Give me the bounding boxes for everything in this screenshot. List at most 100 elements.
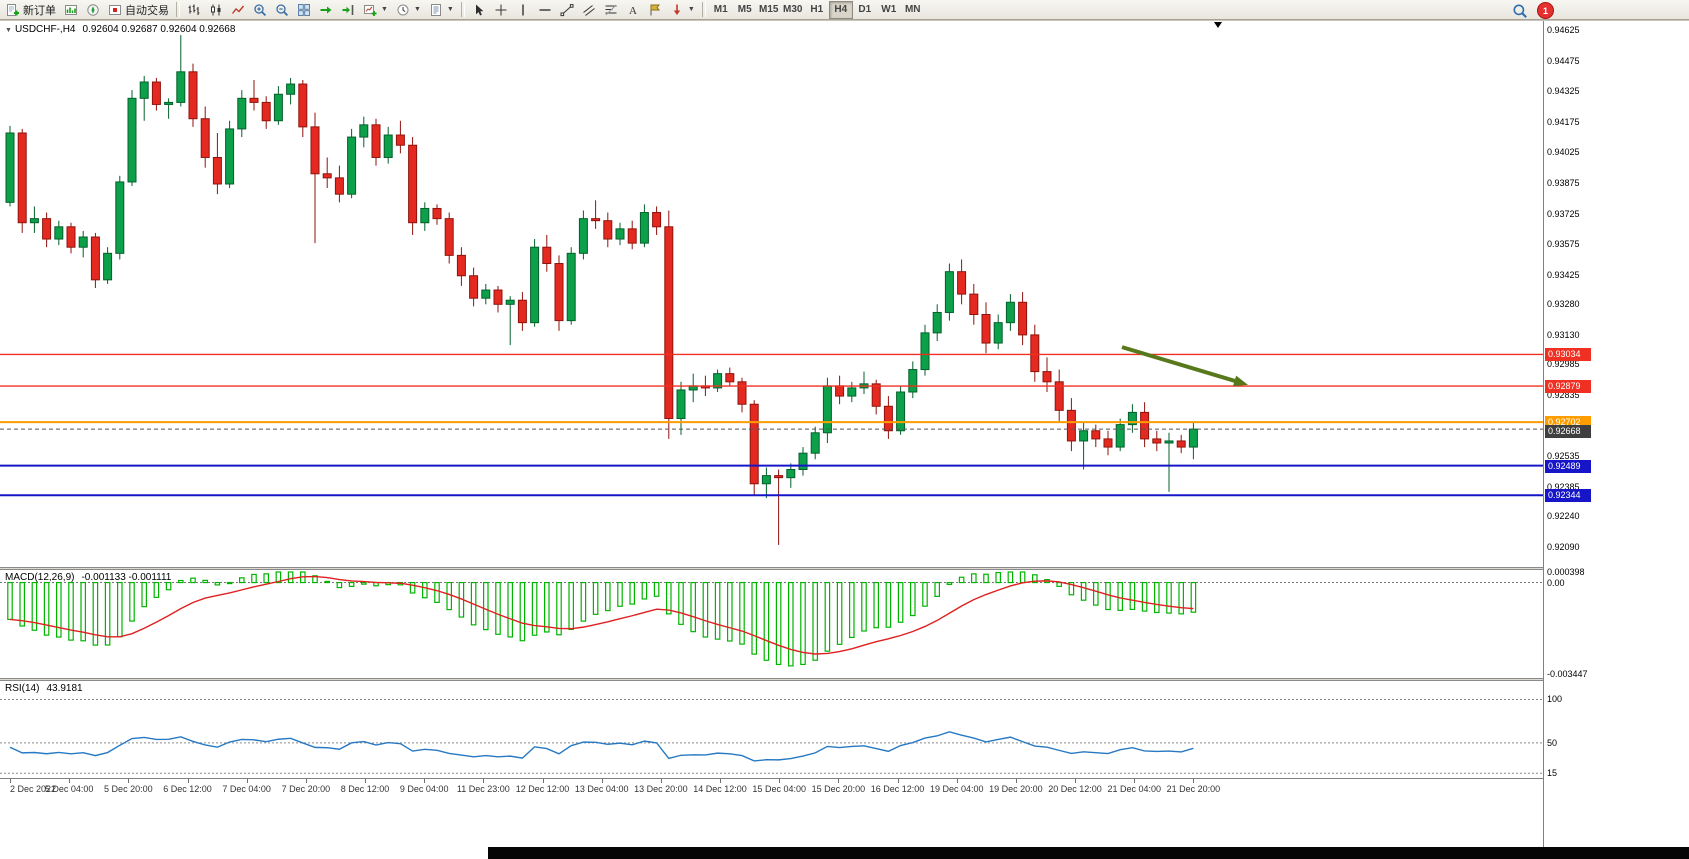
macd-bar: [775, 581, 782, 666]
tile-windows-button[interactable]: [293, 1, 315, 19]
macd-bar: [68, 581, 74, 641]
candle: [66, 226, 76, 248]
candle: [847, 387, 857, 397]
panel-splitter[interactable]: [0, 678, 1689, 681]
macd-bar: [324, 580, 331, 584]
candlestick-chart[interactable]: [0, 22, 1543, 567]
timeframe-m1-button[interactable]: M1: [709, 1, 733, 19]
macd-bar: [1129, 581, 1136, 610]
chart-title: USDCHF-,H4: [14, 24, 76, 35]
candle: [286, 83, 296, 95]
zoom-in-button[interactable]: [249, 1, 271, 19]
candle: [115, 181, 125, 254]
arrows-tool-button[interactable]: ▼: [666, 1, 699, 19]
bar-chart-button[interactable]: [183, 1, 205, 19]
fibonacci-tool-button[interactable]: [600, 1, 622, 19]
time-axis[interactable]: [0, 778, 1689, 801]
macd-bar: [226, 581, 233, 585]
text-tool-button[interactable]: A: [622, 1, 644, 19]
label-tool-button[interactable]: [644, 1, 666, 19]
timeframe-m5-button[interactable]: M5: [733, 1, 757, 19]
rsi-panel[interactable]: RSI(14) 43.9181: [0, 681, 1543, 778]
candle: [896, 391, 906, 432]
candle: [456, 254, 466, 277]
timeframe-h1-button[interactable]: H1: [805, 1, 829, 19]
candle: [310, 126, 320, 175]
candlestick-chart-button[interactable]: [205, 1, 227, 19]
candle: [164, 101, 174, 105]
candle: [1115, 424, 1125, 448]
candle: [17, 132, 27, 224]
candle: [798, 452, 808, 471]
line-chart-button[interactable]: [227, 1, 249, 19]
timeframe-m30-button[interactable]: M30: [781, 1, 805, 19]
price-chart-panel[interactable]: ▼ USDCHF-,H4 0.92604 0.92687 0.92604 0.926…: [0, 22, 1543, 567]
timeframe-h4-button[interactable]: H4: [828, 0, 853, 19]
macd-bar: [434, 581, 440, 603]
candle: [1054, 381, 1064, 411]
price-axis[interactable]: [1543, 21, 1689, 859]
macd-bar: [1105, 581, 1111, 611]
auto-trading-button[interactable]: 自动交易: [104, 1, 173, 19]
zoom-out-button[interactable]: [271, 1, 293, 19]
candle: [1005, 301, 1015, 324]
candle: [212, 156, 222, 185]
macd-label: MACD(12,26,9): [5, 572, 75, 583]
chart-window-button[interactable]: [60, 1, 82, 19]
panel-splitter[interactable]: [0, 567, 1689, 570]
candle: [1152, 438, 1162, 444]
horizontal-line-tool-button[interactable]: [534, 1, 556, 19]
timeframe-w1-button[interactable]: W1: [877, 1, 901, 19]
search-icon[interactable]: [1512, 3, 1528, 19]
candle: [139, 81, 149, 99]
trend-arrow[interactable]: [1121, 345, 1248, 387]
candle: [542, 246, 552, 265]
candle: [554, 263, 564, 322]
timeframe-m15-button[interactable]: M15: [757, 1, 781, 19]
candle: [90, 236, 100, 281]
macd-chart: [0, 571, 1543, 667]
macd-bar: [739, 581, 745, 645]
candle: [176, 71, 186, 103]
candle: [713, 373, 723, 389]
candle: [237, 97, 247, 130]
macd-bar: [1056, 581, 1063, 587]
macd-bar: [153, 581, 160, 598]
candle: [1066, 409, 1076, 442]
macd-bar: [55, 581, 62, 638]
cursor-tool-button[interactable]: [468, 1, 490, 19]
candle: [127, 97, 137, 183]
crosshair-tool-button[interactable]: [490, 1, 512, 19]
macd-signal-line: [9, 575, 1194, 655]
candle: [957, 271, 967, 295]
profiles-button[interactable]: ▼: [392, 1, 425, 19]
candle: [993, 322, 1003, 344]
trendline-tool-button[interactable]: [556, 1, 578, 19]
candle: [908, 369, 918, 393]
toolbar-right-group: 1: [1512, 2, 1554, 19]
macd-bar: [922, 581, 928, 607]
macd-bar: [934, 581, 941, 598]
candle: [469, 275, 479, 299]
auto-scroll-button[interactable]: [315, 1, 337, 19]
navigator-button[interactable]: [82, 1, 104, 19]
new-order-button[interactable]: 新订单: [2, 1, 60, 19]
new-chart-button[interactable]: ▼: [359, 1, 392, 19]
macd-label-bar: MACD(12,26,9) -0.001133 -0.001111: [5, 572, 171, 583]
macd-panel[interactable]: MACD(12,26,9) -0.001133 -0.001111: [0, 570, 1543, 678]
chart-shift-marker[interactable]: [1214, 22, 1222, 28]
new-chart-icon: [364, 4, 377, 16]
macd-bar: [1178, 581, 1185, 615]
one-click-trading-toggle[interactable]: ▼: [5, 27, 12, 34]
templates-button[interactable]: ▼: [425, 1, 458, 19]
chart-shift-button[interactable]: [337, 1, 359, 19]
channel-tool-button[interactable]: [578, 1, 600, 19]
candle: [505, 299, 515, 305]
candle: [1103, 438, 1113, 448]
bar-chart-icon: [188, 4, 200, 15]
timeframe-mn-button[interactable]: MN: [901, 1, 925, 19]
candle: [676, 389, 686, 420]
timeframe-d1-button[interactable]: D1: [853, 1, 877, 19]
notification-badge[interactable]: 1: [1537, 2, 1554, 19]
vertical-line-tool-button[interactable]: [512, 1, 534, 19]
